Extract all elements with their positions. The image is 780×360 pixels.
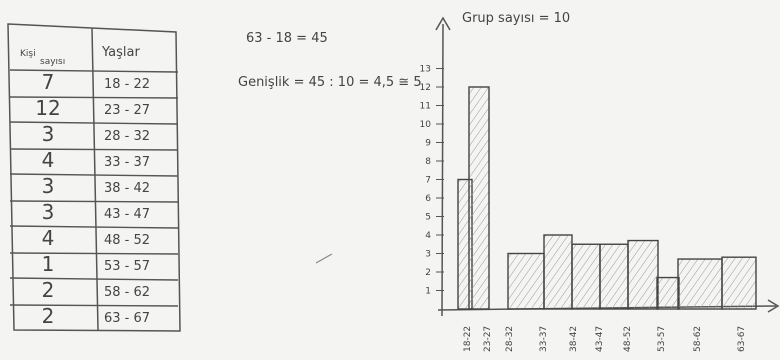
table-cell-range: 38 - 42 [104, 181, 150, 196]
table-row-line [9, 200, 179, 203]
y-tick-label: 13 [420, 65, 431, 75]
table-cell-count: 7 [42, 70, 55, 94]
y-tick-label: 5 [425, 213, 431, 223]
table-cell-range: 48 - 52 [104, 233, 150, 248]
x-tick-label: 63-67 [737, 326, 747, 352]
y-tick-label: 12 [420, 83, 431, 93]
histogram-bar [571, 243, 601, 310]
y-axis [441, 23, 444, 317]
x-tick-label: 18-22 [463, 326, 473, 352]
histogram-bar [468, 86, 490, 310]
pencil-mark [315, 253, 333, 264]
y-tick-label: 11 [420, 102, 431, 112]
y-tick-label: 4 [425, 231, 431, 241]
table-cell-count: 2 [42, 304, 55, 328]
chart-title: Grup sayısı = 10 [462, 11, 570, 26]
x-axis-labels: 18-22 23-27 28-32 33-37 38-42 43-47 48-52 53-57… [463, 326, 747, 352]
x-tick-label: 48-52 [623, 326, 633, 352]
table-cell-range: 53 - 57 [104, 259, 150, 274]
table-cell-count: 1 [42, 252, 55, 276]
table-cell-range: 23 - 27 [104, 103, 150, 118]
table-cell-count: 2 [42, 278, 55, 302]
table-row-line [9, 96, 179, 99]
table-row-line [9, 69, 179, 73]
table-row-line [9, 148, 179, 151]
table-cell-count: 4 [42, 226, 55, 250]
x-tick-label: 23-27 [483, 326, 493, 352]
y-axis-arrow [435, 16, 451, 31]
table-row-line [9, 173, 179, 177]
table-header-range: Yaşlar [101, 45, 140, 60]
histogram-bar [627, 239, 659, 310]
table-cell-count: 3 [42, 122, 55, 146]
x-tick-label: 33-37 [539, 326, 549, 352]
table-row-line [9, 277, 179, 281]
histogram-bar [599, 243, 629, 310]
table-cell-count: 3 [42, 174, 55, 198]
width-note: Genişlik = 45 : 10 = 4,5 ≅ 5 [238, 75, 422, 90]
table-cell-range: 58 - 62 [104, 285, 150, 300]
histogram-bar [543, 234, 573, 310]
table-cell-range: 43 - 47 [104, 207, 150, 222]
x-axis-arrow [767, 299, 780, 313]
histogram-bars [457, 86, 757, 310]
x-tick-label: 43-47 [595, 326, 605, 352]
table-cell-count: 4 [42, 148, 55, 172]
y-tick-label: 9 [425, 139, 431, 149]
table-outline [7, 23, 181, 332]
table-cell-range: 28 - 32 [104, 129, 150, 144]
y-tick-label: 8 [425, 157, 431, 167]
histogram-bar [656, 276, 680, 310]
table-row-line [9, 225, 179, 229]
table-cell-range: 63 - 67 [104, 311, 150, 326]
histogram-bar [507, 252, 545, 310]
table-cell-count: 3 [42, 200, 55, 224]
y-tick-label: 6 [425, 194, 431, 204]
y-tick-label: 3 [425, 250, 431, 260]
table-header-count-top: Kişi [20, 49, 36, 59]
table-row-line [9, 252, 179, 255]
histogram-bar [677, 258, 723, 310]
y-tick-label: 2 [425, 268, 431, 278]
table-row-line [9, 304, 179, 307]
y-tick-label: 10 [420, 120, 432, 130]
x-tick-label: 28-32 [505, 326, 515, 352]
x-tick-label: 38-42 [569, 326, 579, 352]
table-cell-count: 12 [35, 96, 60, 120]
x-tick-label: 53-57 [657, 326, 667, 352]
x-tick-label: 58-62 [693, 326, 703, 352]
table-header-count-bottom: sayısı [40, 57, 65, 67]
table-cell-range: 18 - 22 [104, 77, 150, 92]
calculation-note: 63 - 18 = 45 [246, 31, 328, 46]
table-row-line [9, 121, 179, 125]
histogram-bar [721, 256, 757, 310]
table-cell-range: 33 - 37 [104, 155, 150, 170]
y-tick-label: 1 [425, 287, 431, 297]
y-tick-label: 7 [425, 176, 431, 186]
table-column-divider [91, 27, 99, 331]
